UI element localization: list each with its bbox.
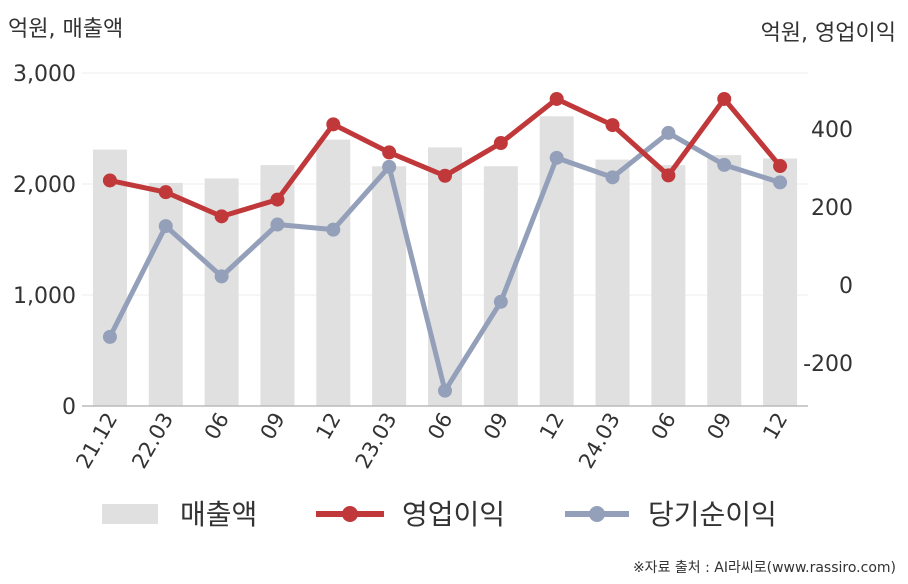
bar: [148, 182, 183, 406]
data-point: [326, 222, 341, 237]
bar: [372, 166, 407, 406]
data-point: [158, 185, 173, 200]
left-tick-label: 1,000: [13, 284, 76, 309]
legend-label: 당기순이익: [648, 498, 777, 531]
x-tick-label: 06: [200, 409, 234, 444]
data-point: [214, 269, 229, 284]
data-point: [382, 145, 397, 160]
legend-marker: [589, 506, 605, 522]
data-point: [549, 91, 564, 106]
legend-marker: [342, 506, 358, 522]
data-point: [717, 91, 732, 106]
data-point: [214, 209, 229, 224]
data-point: [605, 170, 620, 185]
data-point: [493, 294, 508, 309]
data-point: [102, 329, 117, 344]
x-tick-label: 24.03: [574, 409, 625, 473]
right-axis-title: 억원, 영업이익: [761, 21, 896, 46]
data-point: [270, 217, 285, 232]
x-tick-label: 09: [256, 409, 290, 444]
data-point: [326, 117, 341, 132]
x-tick-label: 09: [479, 409, 513, 444]
x-tick-label: 09: [702, 409, 736, 444]
x-tick-label: 06: [423, 409, 457, 444]
bar: [428, 147, 462, 406]
left-tick-label: 2,000: [13, 173, 76, 198]
x-tick-label: 12: [535, 409, 569, 444]
legend-label: 영업이익: [402, 498, 505, 531]
source-note: ※자료 출처 : AI라씨로(www.rassiro.com): [633, 560, 896, 576]
data-point: [773, 175, 788, 190]
x-tick-label: 21.12: [71, 409, 122, 473]
data-point: [549, 150, 564, 165]
bar: [92, 149, 127, 406]
bar: [595, 159, 630, 406]
data-point: [382, 159, 397, 174]
x-tick-label: 12: [311, 409, 345, 444]
data-point: [661, 125, 676, 140]
bar: [707, 155, 742, 406]
left-axis-title: 억원, 매출액: [8, 17, 123, 42]
bar-series: [92, 116, 798, 406]
x-tick-label: 22.03: [127, 409, 178, 473]
bar: [763, 158, 798, 406]
left-tick-label: 3,000: [13, 62, 76, 87]
data-point: [438, 383, 452, 398]
data-point: [493, 136, 508, 151]
data-point: [605, 118, 620, 133]
data-point: [102, 173, 117, 188]
data-point: [158, 219, 173, 234]
right-tick-label: 400: [811, 118, 853, 143]
data-point: [270, 192, 285, 207]
data-point: [717, 157, 732, 172]
bar: [483, 166, 518, 406]
x-axis-ticks: 21.12 22.03 06 09 12 23.03 06 09 12 24.03 06 09 12: [71, 409, 792, 473]
right-tick-label: 200: [811, 196, 853, 221]
right-axis-ticks: -200 0 200 400: [803, 118, 853, 377]
left-tick-label: 0: [62, 395, 76, 420]
legend: 매출액 영업이익 당기순이익: [102, 498, 777, 531]
legend-swatch: [102, 504, 158, 524]
data-point: [773, 159, 788, 174]
x-tick-label: 12: [758, 409, 792, 444]
data-point: [661, 168, 676, 183]
bar: [316, 139, 351, 406]
x-tick-label: 06: [647, 409, 681, 444]
bar: [651, 165, 686, 406]
line-series: [102, 91, 788, 398]
right-tick-label: 0: [839, 274, 853, 299]
x-tick-label: 23.03: [351, 409, 402, 473]
right-tick-label: -200: [803, 352, 853, 377]
legend-label: 매출액: [180, 498, 257, 531]
left-axis-ticks: 0 1,000 2,000 3,000: [13, 62, 76, 420]
data-point: [438, 168, 452, 183]
